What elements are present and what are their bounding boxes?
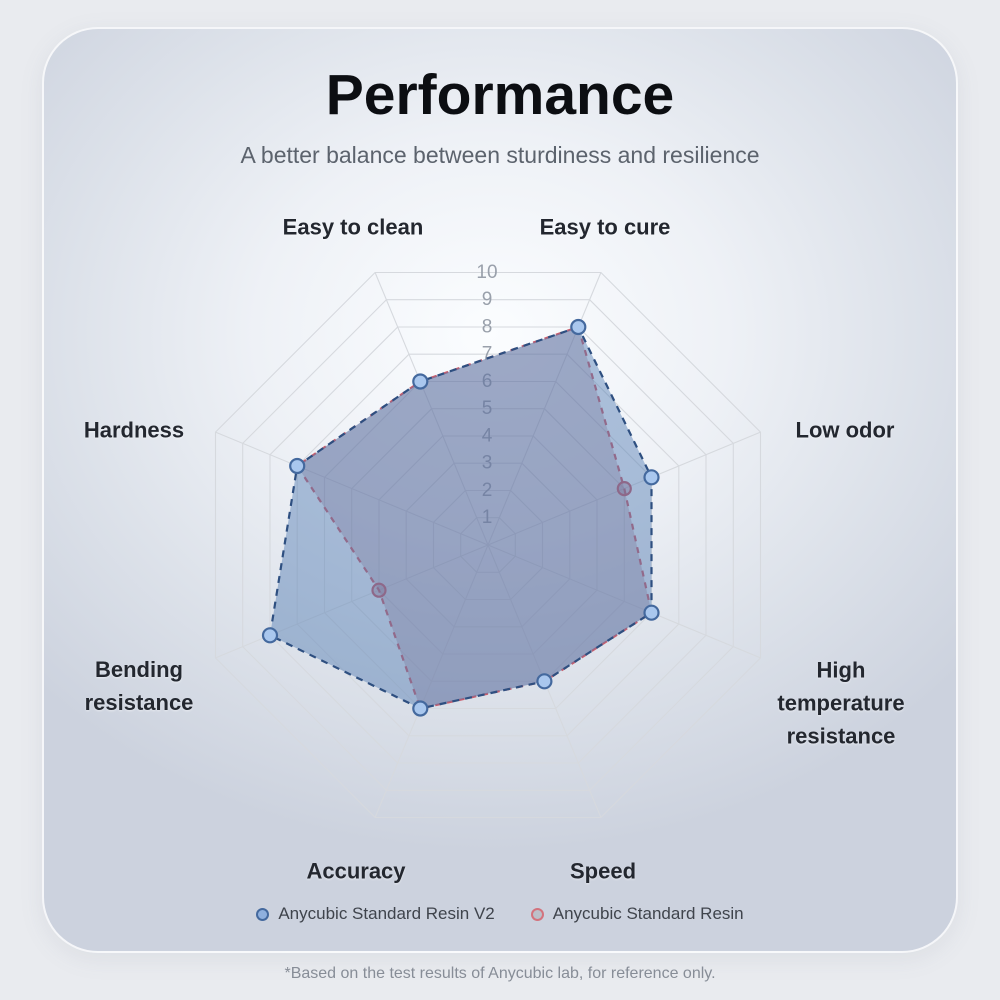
grid-spoke-2 — [487, 544, 761, 659]
axis-label-hardness: Hardness — [83, 417, 185, 443]
footnote: *Based on the test results of Anycubic l… — [284, 965, 716, 982]
axis-label-speed: Speed — [569, 858, 637, 884]
axis-label-easy-to-clean: Easy to clean — [282, 214, 424, 240]
axis-label-easy-to-cure: Easy to cure — [539, 214, 671, 240]
grid-spoke-4 — [374, 544, 489, 818]
tick-label-1: 1 — [482, 507, 493, 528]
series-fill-0 — [297, 327, 652, 709]
axis-label-accuracy: Accuracy — [306, 858, 406, 884]
legend-label-resin-v2: Anycubic Standard Resin V2 — [278, 904, 495, 923]
data-point-1-high-temperature-resistance — [643, 604, 660, 621]
data-point-0-bending-resistance — [371, 582, 387, 598]
tick-label-4: 4 — [482, 426, 493, 447]
data-point-1-easy-to-cure — [570, 318, 587, 336]
legend-item-resin-v2: Anycubic Standard Resin V2 — [256, 904, 495, 924]
data-point-1-accuracy — [412, 700, 429, 717]
data-point-1-low-odor — [643, 469, 660, 486]
chart-legend: Anycubic Standard Resin V2 Anycubic Stan… — [0, 904, 1000, 924]
tick-label-6: 6 — [482, 371, 493, 392]
tick-label-10: 10 — [476, 262, 497, 283]
grid-spoke-1 — [487, 431, 761, 546]
data-point-1-speed — [536, 673, 553, 690]
legend-marker-red-dot-icon — [530, 907, 544, 921]
data-point-1-hardness — [289, 457, 306, 475]
legend-item-resin: Anycubic Standard Resin — [530, 904, 744, 924]
grid-spoke-5 — [215, 544, 489, 659]
axis-label-bending-resistance: Bending resistance — [84, 657, 194, 715]
page-subtitle: A better balance between sturdiness and … — [240, 142, 760, 168]
tick-label-5: 5 — [482, 398, 493, 419]
page-title: Performance — [325, 63, 675, 127]
tick-label-7: 7 — [482, 344, 493, 365]
grid-spoke-7 — [374, 272, 489, 546]
axis-label-high-temperature-resistance: High temperature resistance — [777, 657, 905, 749]
data-point-1-easy-to-clean — [412, 373, 429, 390]
tick-label-3: 3 — [482, 453, 493, 474]
series-fill-1 — [270, 327, 652, 709]
tick-label-9: 9 — [482, 289, 493, 310]
grid-spoke-0 — [487, 272, 602, 546]
tick-label-2: 2 — [482, 480, 493, 501]
axis-label-low-odor: Low odor — [795, 417, 895, 443]
tick-label-8: 8 — [482, 317, 493, 338]
data-point-1-bending-resistance — [261, 627, 279, 644]
data-point-0-low-odor — [616, 481, 632, 497]
legend-marker-blue-dot-icon — [256, 907, 270, 921]
legend-label-resin: Anycubic Standard Resin — [552, 904, 744, 923]
grid-spoke-6 — [215, 431, 489, 546]
